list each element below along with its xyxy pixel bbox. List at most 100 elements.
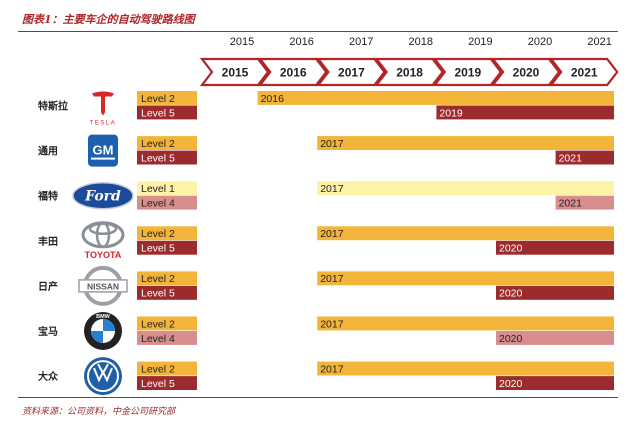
chevron-shape: [199, 57, 270, 87]
toyota-wordmark: TOYOTA: [85, 250, 122, 260]
gm-wordmark: GM: [93, 143, 114, 158]
vw-v-mark: [97, 363, 109, 376]
level-label: Level 2: [141, 93, 175, 105]
nissan-logo: NISSAN: [78, 265, 128, 306]
year-label-2020: 2020: [528, 36, 552, 48]
timeline-bar: [436, 105, 614, 120]
year-label-2018: 2018: [409, 36, 433, 48]
level-label: Level 5: [141, 378, 175, 390]
timeline-bar: [317, 226, 614, 241]
year-label-2016: 2016: [289, 36, 313, 48]
chevron-label-2015: 2015: [222, 66, 249, 80]
timeline-bar: [317, 136, 614, 150]
timeline-bar: [496, 285, 614, 300]
maker-name: 日产: [38, 280, 58, 293]
bar-start-label: 2017: [320, 318, 344, 330]
level-label: Level 2: [141, 273, 175, 285]
nissan-wordmark: NISSAN: [87, 281, 119, 291]
level-label: Level 4: [141, 333, 175, 345]
bmw-quadrant-blue: [91, 331, 103, 343]
bar-start-label: 2016: [261, 93, 285, 105]
chevron-label-2019: 2019: [454, 66, 481, 80]
bar-start-label: 2017: [320, 183, 344, 195]
maker-name: 福特: [37, 190, 58, 203]
chevron-shape: [316, 57, 386, 87]
year-label-2015: 2015: [230, 36, 254, 48]
chevron-label-2016: 2016: [280, 66, 307, 80]
maker-name: 通用: [38, 146, 58, 158]
level-cell: [137, 316, 197, 331]
chevron-shape: [548, 57, 619, 87]
level-cell: [137, 150, 197, 165]
bar-start-label: 2020: [499, 333, 523, 345]
bmw-quadrant-blue: [103, 319, 115, 331]
chevron-label-2017: 2017: [338, 66, 365, 80]
maker-name: 宝马: [38, 325, 58, 338]
timeline-bar: [257, 91, 614, 105]
footer-divider: [18, 397, 618, 398]
bar-start-label: 2021: [559, 152, 583, 164]
level-label: Level 4: [141, 198, 175, 210]
timeline-bar: [496, 331, 614, 345]
timeline-bar: [555, 150, 614, 165]
timeline-bar: [496, 376, 614, 390]
ford-wordmark: Ford: [84, 189, 121, 205]
bar-start-label: 2017: [320, 228, 344, 240]
source-note: 资料来源：公司资料，中金公司研究部: [22, 407, 176, 417]
bar-start-label: 2020: [499, 378, 523, 390]
bar-start-label: 2019: [439, 107, 463, 119]
level-cell: [137, 226, 197, 241]
chevron-shape: [490, 57, 561, 87]
chevron-label-2018: 2018: [396, 66, 423, 80]
bar-start-label: 2017: [320, 273, 344, 285]
bar-start-label: 2020: [499, 288, 523, 300]
chevron-2020: 2020: [490, 57, 561, 87]
level-label: Level 5: [141, 152, 175, 164]
level-cell: [137, 376, 197, 390]
bar-start-label: 2017: [320, 363, 344, 375]
timeline-bar: [317, 271, 614, 286]
bar-start-label: 2020: [499, 243, 523, 255]
chart-title: 图表1：主要车企的自动驾驶路线图: [22, 13, 195, 26]
maker-name: 特斯拉: [38, 100, 68, 113]
level-cell: [137, 271, 197, 286]
bar-start-label: 2017: [320, 138, 344, 150]
chevron-label-2021: 2021: [571, 66, 598, 80]
vw-disc: [84, 357, 122, 396]
chevron-2021: 2021: [548, 57, 619, 87]
chevron-2019: 2019: [432, 57, 503, 87]
toyota-horizontal-ellipse: [88, 222, 118, 236]
title-divider: [18, 31, 618, 32]
bmw-wordmark: BMW: [96, 314, 111, 320]
level-cell: [137, 181, 197, 196]
chevron-shape: [432, 57, 503, 87]
level-cell: [137, 331, 197, 345]
year-label-2019: 2019: [468, 36, 492, 48]
level-label: Level 2: [141, 363, 175, 375]
gm-logo: GM: [88, 134, 118, 167]
level-label: Level 5: [141, 288, 175, 300]
maker-name: 大众: [38, 370, 59, 383]
level-label: Level 1: [141, 183, 175, 195]
chevron-2015: 2015: [199, 57, 270, 87]
level-cell: [137, 285, 197, 300]
level-label: Level 2: [141, 228, 175, 240]
chevron-label-2020: 2020: [513, 66, 540, 80]
maker-name: 丰田: [38, 235, 58, 248]
chevron-2018: 2018: [374, 57, 444, 87]
timeline-bar: [555, 195, 614, 210]
year-label-2021: 2021: [587, 36, 611, 48]
nissan-bar: [78, 279, 128, 293]
level-label: Level 2: [141, 318, 175, 330]
ford-logo: Ford: [72, 181, 134, 210]
level-cell: [137, 91, 197, 105]
level-cell: [137, 136, 197, 150]
gm-underline: [91, 157, 115, 160]
timeline-bar: [317, 181, 614, 196]
chevron-shape: [374, 57, 444, 87]
ford-oval: [72, 181, 134, 210]
timeline-bar: [496, 240, 614, 255]
bmw-logo: BMW: [84, 312, 122, 350]
level-cell: [137, 195, 197, 210]
